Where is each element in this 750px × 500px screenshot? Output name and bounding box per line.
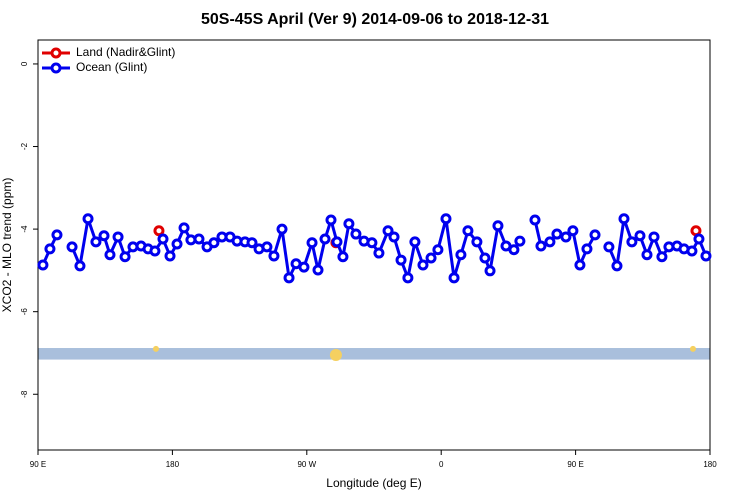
data-point	[157, 233, 169, 245]
data-point	[382, 225, 394, 237]
legend-marker	[50, 47, 62, 59]
data-point	[331, 236, 343, 248]
data-point	[44, 243, 56, 255]
data-point	[551, 228, 563, 240]
data-point	[283, 272, 295, 284]
data-point	[402, 272, 414, 284]
data-point	[448, 272, 460, 284]
data-point	[178, 222, 190, 234]
data-point	[425, 252, 437, 264]
data-point	[153, 225, 165, 237]
data-point	[567, 225, 579, 237]
data-point	[700, 250, 712, 262]
data-point	[395, 254, 407, 266]
data-point	[98, 230, 110, 242]
data-point	[641, 249, 653, 261]
data-point	[164, 250, 176, 262]
data-point	[208, 237, 220, 249]
data-point	[686, 245, 698, 257]
y-axis-label: XCO2 - MLO trend (ppm)	[0, 178, 14, 313]
data-point	[171, 238, 183, 250]
data-point	[479, 252, 491, 264]
x-tick-label: 0	[439, 460, 444, 469]
data-point	[455, 249, 467, 261]
data-point	[581, 243, 593, 255]
y-tick-label: -6	[20, 308, 29, 316]
data-point	[246, 237, 258, 249]
data-point	[66, 241, 78, 253]
data-point	[82, 213, 94, 225]
highlight-dot	[329, 349, 342, 362]
data-point	[337, 251, 349, 263]
y-tick-label: -4	[20, 225, 29, 233]
data-point	[325, 214, 337, 226]
chart-title: 50S-45S April (Ver 9) 2014-09-06 to 2018…	[201, 11, 549, 28]
coverage-band	[38, 348, 710, 360]
data-point	[373, 247, 385, 259]
data-point	[366, 237, 378, 249]
data-point	[508, 244, 520, 256]
data-point	[417, 259, 429, 271]
data-point	[693, 233, 705, 245]
data-point	[618, 213, 630, 225]
data-point	[193, 233, 205, 245]
data-point	[306, 237, 318, 249]
data-point	[589, 229, 601, 241]
data-point	[149, 245, 161, 257]
data-point	[574, 259, 586, 271]
x-tick-label: 180	[166, 460, 180, 469]
x-axis-label: Longitude (deg E)	[326, 476, 421, 490]
data-point	[529, 214, 541, 226]
data-point	[104, 249, 116, 261]
data-point	[432, 244, 444, 256]
data-point	[634, 230, 646, 242]
data-point	[611, 260, 623, 272]
x-tick-label: 90 W	[297, 460, 316, 469]
data-point	[37, 259, 49, 271]
data-point	[319, 233, 331, 245]
highlight-dot	[152, 345, 159, 352]
data-point	[560, 231, 572, 243]
data-point	[484, 265, 496, 277]
data-point	[603, 241, 615, 253]
data-point	[626, 236, 638, 248]
data-point	[648, 231, 660, 243]
data-point	[90, 236, 102, 248]
data-point	[462, 225, 474, 237]
data-point	[535, 240, 547, 252]
data-point	[74, 260, 86, 272]
legend-label: Land (Nadir&Glint)	[76, 45, 175, 59]
data-point	[298, 261, 310, 273]
data-point	[440, 213, 452, 225]
data-point	[343, 218, 355, 230]
data-point	[51, 229, 63, 241]
plot-frame	[37, 39, 711, 451]
data-point	[471, 236, 483, 248]
data-point	[514, 235, 526, 247]
x-tick-label: 90 E	[30, 460, 46, 469]
x-tick-label: 90 E	[567, 460, 583, 469]
legend-label: Ocean (Glint)	[76, 60, 147, 74]
legend-marker	[50, 62, 62, 74]
data-point	[409, 236, 421, 248]
data-point	[268, 250, 280, 262]
data-point	[350, 228, 362, 240]
data-point	[544, 236, 556, 248]
data-point	[492, 220, 504, 232]
highlight-dot	[689, 345, 696, 352]
data-point	[388, 231, 400, 243]
data-point	[312, 264, 324, 276]
y-tick-label: -8	[20, 390, 29, 398]
y-tick-label: -2	[20, 142, 29, 150]
data-point	[261, 241, 273, 253]
x-tick-label: 180	[703, 460, 717, 469]
data-point	[112, 231, 124, 243]
data-point	[276, 223, 288, 235]
data-point	[656, 251, 668, 263]
data-point	[119, 251, 131, 263]
y-tick-label: 0	[20, 61, 29, 66]
